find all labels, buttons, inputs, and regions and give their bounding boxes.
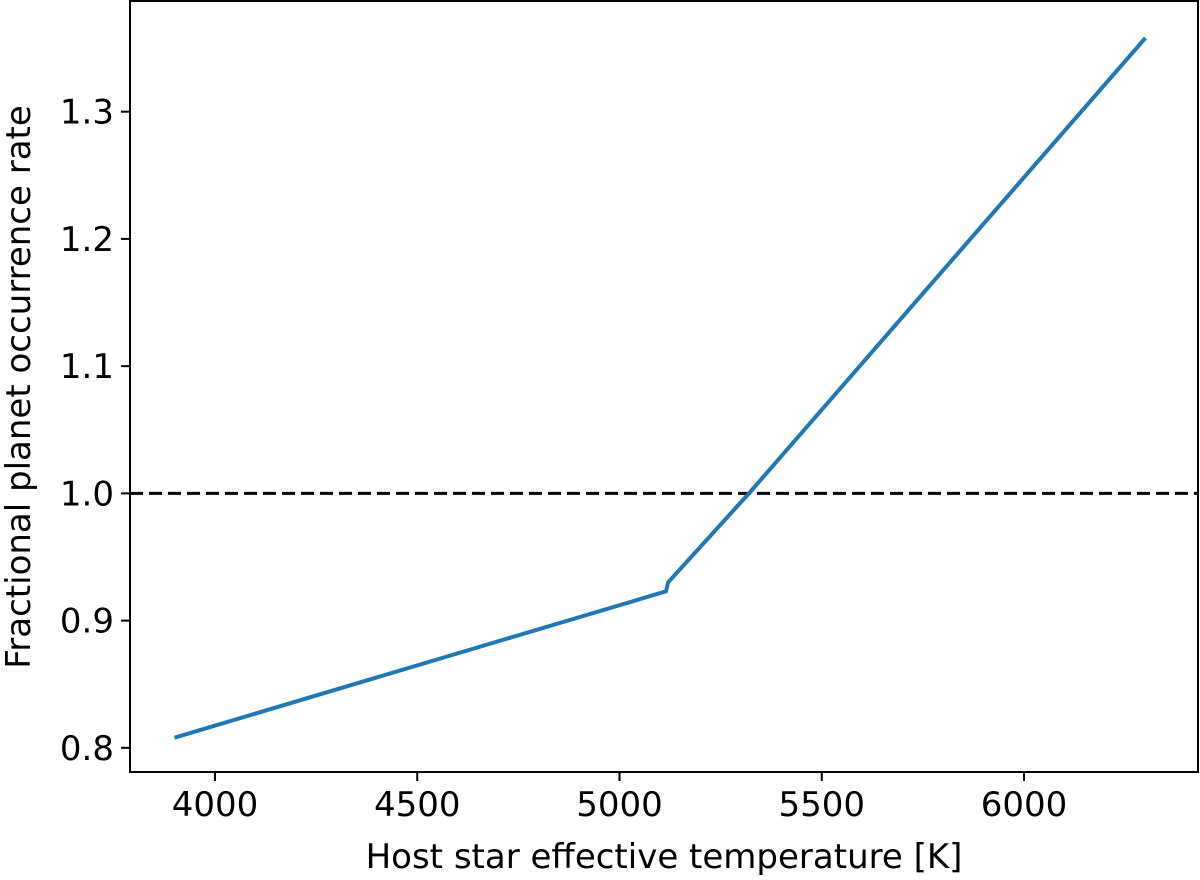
series-line-0	[173, 36, 1147, 740]
y-tick-label-0.8: 0.8	[60, 729, 114, 769]
y-tick-label-0.9: 0.9	[60, 602, 114, 642]
x-tick-label-5500: 5500	[779, 785, 866, 825]
y-tick-label-1.2: 1.2	[60, 220, 114, 260]
y-tick-label-1.0: 1.0	[60, 474, 114, 514]
y-tick-label-1.3: 1.3	[60, 93, 114, 133]
plot-area	[130, 36, 1198, 740]
ticks-layer: 4000 4500 5000 5500 6000 0.8 0.9 1.0 1.1 1.2 1.3	[60, 93, 1067, 825]
y-tick-label-1.1: 1.1	[60, 347, 114, 387]
x-tick-label-6000: 6000	[981, 785, 1068, 825]
x-axis-title: Host star effective temperature [K]	[366, 837, 963, 877]
y-axis-title: Fractional planet occurrence rate	[0, 105, 39, 669]
x-tick-label-4500: 4500	[374, 785, 461, 825]
x-tick-label-4000: 4000	[172, 785, 259, 825]
axes-frame	[129, 0, 1199, 773]
x-tick-label-5000: 5000	[576, 785, 663, 825]
